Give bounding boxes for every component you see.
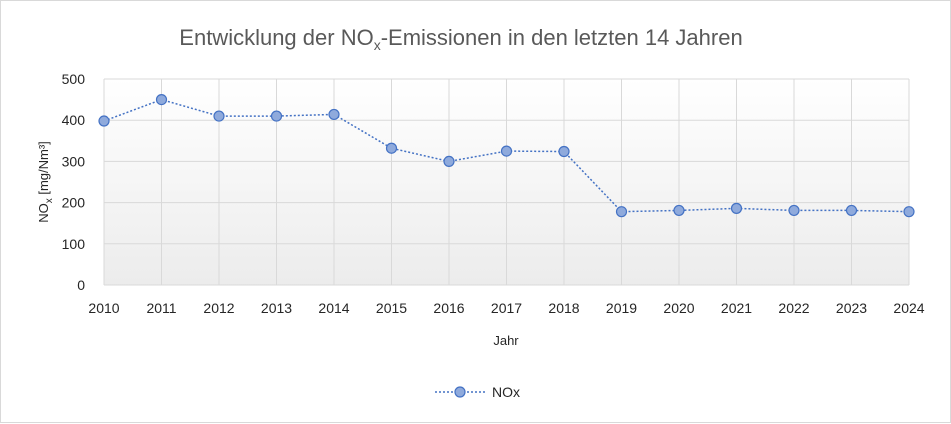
data-point [385,142,398,154]
y-axis-ticks: 0 100 200 300 400 500 [62,71,86,293]
data-point [673,204,685,217]
x-tick-label: 2012 [203,300,234,316]
x-tick-label: 2020 [663,300,694,316]
x-tick-label: 2022 [778,300,809,316]
x-tick-label: 2018 [548,300,579,316]
data-point [155,93,168,106]
data-point [500,145,513,157]
data-point [845,204,858,217]
x-tick-label: 2010 [88,300,119,316]
data-point [615,206,628,218]
y-tick-label: 200 [62,195,86,211]
y-tick-label: 500 [62,71,86,87]
x-tick-label: 2013 [261,300,292,316]
series-nox-points [98,93,915,218]
x-tick-label: 2019 [606,300,637,316]
legend-marker [454,386,466,398]
x-tick-label: 2016 [433,300,464,316]
x-tick-label: 2011 [146,300,176,316]
data-point [730,202,743,214]
data-point [270,110,283,122]
data-point [788,204,800,217]
x-tick-label: 2021 [721,300,752,316]
y-tick-label: 100 [62,236,86,252]
x-tick-label: 2017 [491,300,522,316]
data-point [213,110,225,122]
x-tick-label: 2015 [376,300,407,316]
legend-label: NOx [492,384,520,400]
data-point [558,145,570,158]
y-axis-title: NOx [mg/Nm³] [36,141,55,223]
y-tick-label: 400 [62,112,86,128]
data-point [98,115,110,127]
x-axis-ticks: 2010 2011 2012 2013 2014 2015 2016 2017 2018 2019… [88,300,924,316]
x-tick-label: 2024 [893,300,924,316]
y-tick-label: 0 [77,277,85,293]
x-axis-title: Jahr [493,333,519,348]
legend: NOx [435,384,520,400]
data-point [328,108,340,121]
data-point [443,155,455,167]
y-tick-label: 300 [62,153,86,169]
data-point [903,206,915,218]
chart-title: Entwicklung der NOx-Emissionen in den le… [179,25,742,53]
x-tick-label: 2014 [318,300,349,316]
x-tick-label: 2023 [836,300,867,316]
